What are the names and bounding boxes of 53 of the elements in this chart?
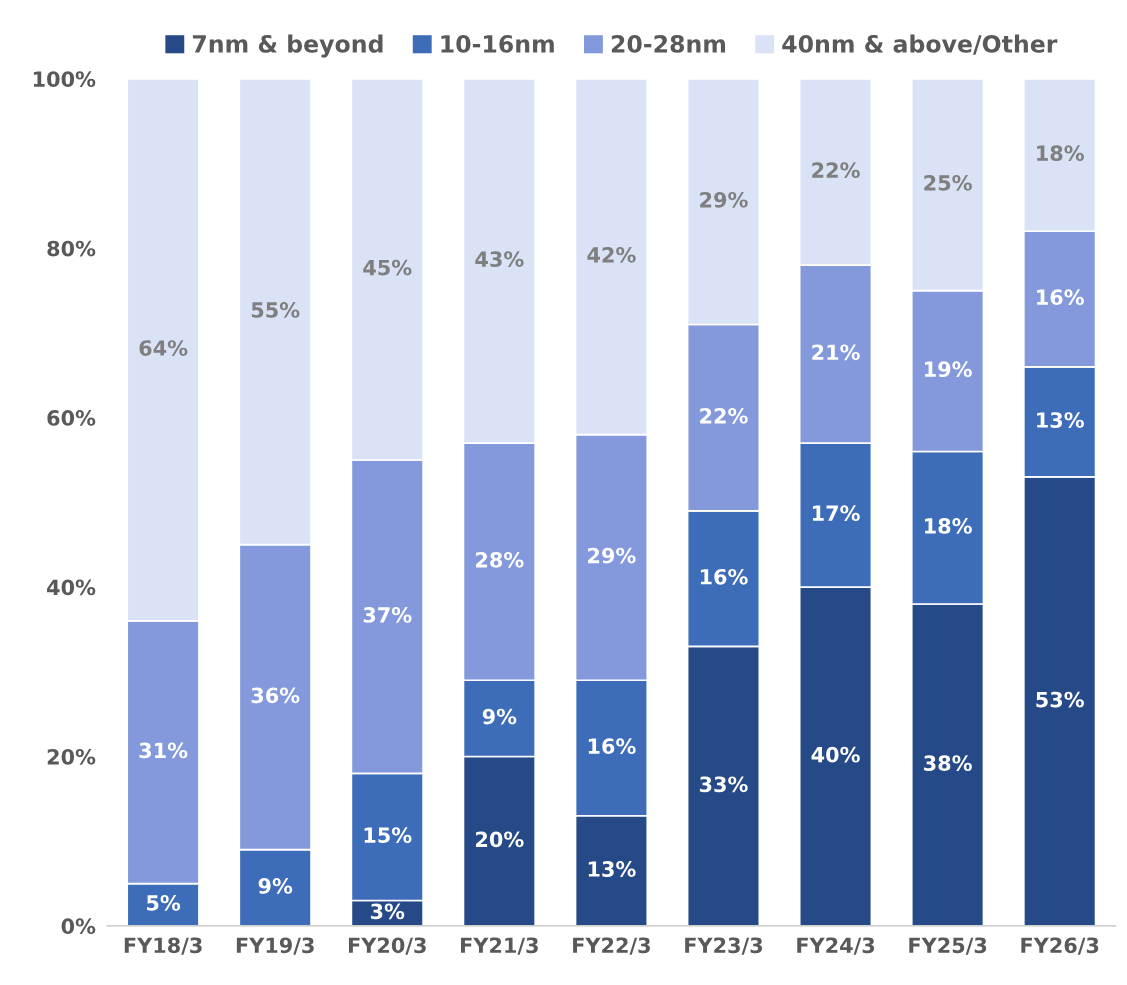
data-label: 18% <box>1037 145 1084 162</box>
data-label: 36% <box>251 687 300 704</box>
x-tick-label: FY19/3 <box>236 937 314 955</box>
y-tick-label: 60% <box>47 410 96 426</box>
x-tick-label: FY20/3 <box>348 937 426 955</box>
x-tick-label: FY26/3 <box>1021 937 1099 955</box>
data-label: 25% <box>924 174 972 191</box>
data-label: 64% <box>139 340 188 356</box>
data-label: 22% <box>700 407 748 424</box>
x-tick-label: FY22/3 <box>573 937 650 955</box>
legend-label: 7nm & beyond <box>192 34 383 58</box>
y-tick-label: 20% <box>47 748 96 765</box>
x-tick-label: FY21/3 <box>461 937 538 955</box>
data-label: 3% <box>370 903 405 920</box>
data-label: 21% <box>812 344 860 361</box>
data-label: 22% <box>812 162 860 179</box>
data-label: 16% <box>588 738 636 755</box>
data-label: 19% <box>925 361 972 378</box>
data-label: 18% <box>925 518 972 534</box>
x-tick-label: FY24/3 <box>797 937 875 955</box>
data-label: 15% <box>364 827 412 843</box>
data-label: 16% <box>1037 289 1084 306</box>
data-label: 13% <box>588 861 636 877</box>
y-tick-label: 80% <box>47 240 96 257</box>
data-label: 9% <box>258 878 293 894</box>
data-label: 5% <box>147 895 181 911</box>
data-label: 45% <box>363 259 412 276</box>
data-label: 38% <box>924 755 972 771</box>
data-label: 9% <box>482 708 517 725</box>
legend-label: 40nm & above/Other <box>782 34 1058 55</box>
data-label: 55% <box>251 302 300 318</box>
data-label: 29% <box>700 191 748 208</box>
data-label: 17% <box>812 505 860 522</box>
data-label: 40% <box>811 746 860 763</box>
y-tick-label: 0% <box>61 918 96 935</box>
legend-label: 10-16nm <box>441 34 554 53</box>
data-label: 37% <box>363 606 412 623</box>
data-label: 43% <box>475 251 524 267</box>
x-tick-label: FY18/3 <box>124 937 202 955</box>
y-tick-label: 40% <box>47 579 96 596</box>
data-label: 31% <box>139 742 188 759</box>
data-label: 13% <box>1037 412 1084 428</box>
data-label: 16% <box>700 568 748 585</box>
data-label: 29% <box>588 547 636 564</box>
data-label: 28% <box>476 551 524 568</box>
data-label: 53% <box>1036 691 1084 708</box>
x-tick-label: FY23/3 <box>685 937 763 955</box>
data-label: 20% <box>476 831 524 848</box>
legend-label: 20-28nm <box>611 34 726 53</box>
data-label: 42% <box>587 246 636 263</box>
y-tick-label: 100% <box>33 71 96 88</box>
data-label: 33% <box>699 776 748 793</box>
x-tick-label: FY25/3 <box>909 937 987 955</box>
